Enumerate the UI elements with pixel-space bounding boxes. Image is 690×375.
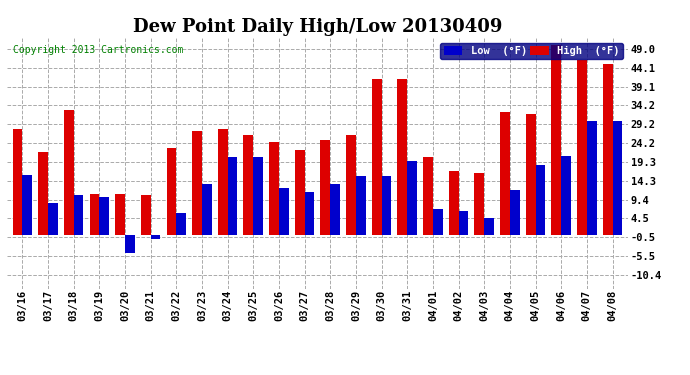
Bar [535,165,545,236]
Bar [613,121,622,236]
Bar [382,177,391,236]
Bar [331,184,340,236]
Title: Dew Point Daily High/Low 20130409: Dew Point Daily High/Low 20130409 [132,18,502,36]
Bar [356,177,366,236]
Text: Copyright 2013 Cartronics.com: Copyright 2013 Cartronics.com [13,45,184,55]
Bar [577,60,586,236]
Legend: Low  (°F), High  (°F): Low (°F), High (°F) [440,43,622,59]
Bar [448,171,459,236]
Bar [99,197,109,236]
Bar [269,142,279,236]
Bar [176,213,186,236]
Bar [202,184,212,236]
Bar [38,152,48,236]
Bar [586,121,597,236]
Bar [166,148,176,236]
Bar [526,114,535,236]
Bar [397,80,407,236]
Bar [500,112,510,236]
Bar [372,80,382,236]
Bar [603,64,613,235]
Bar [433,209,442,236]
Bar [228,158,237,236]
Bar [48,203,58,236]
Bar [320,140,331,236]
Bar [12,129,22,236]
Bar [115,194,125,236]
Bar [253,158,263,236]
Bar [459,211,469,236]
Bar [90,194,99,236]
Bar [295,150,304,236]
Bar [484,218,494,236]
Bar [244,135,253,236]
Bar [561,156,571,236]
Bar [407,161,417,236]
Bar [141,195,150,236]
Bar [150,236,160,239]
Bar [218,129,228,236]
Bar [22,174,32,236]
Bar [64,110,74,236]
Bar [193,131,202,236]
Bar [346,135,356,236]
Bar [74,195,83,236]
Bar [125,236,135,253]
Bar [279,188,288,236]
Bar [475,172,484,236]
Bar [423,158,433,236]
Bar [304,192,315,236]
Bar [510,190,520,236]
Bar [551,45,561,236]
